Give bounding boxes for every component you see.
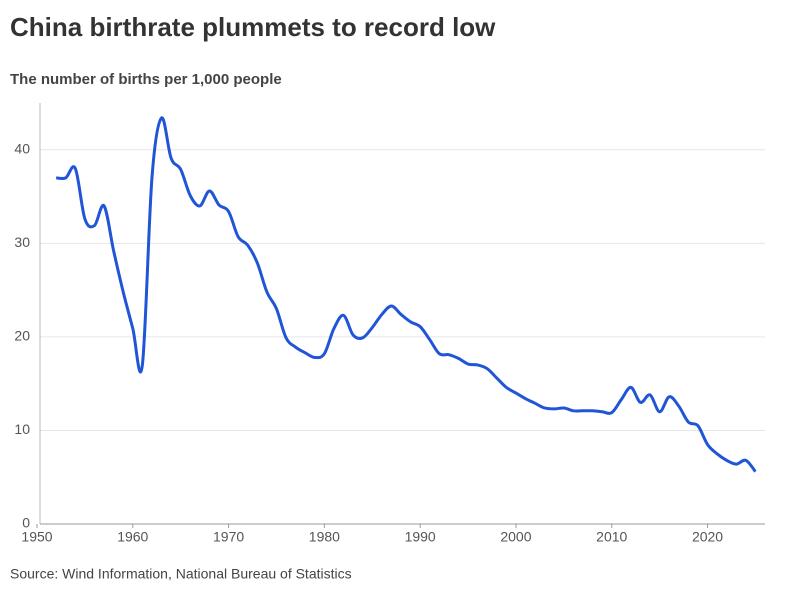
x-tick-label: 2000 <box>500 529 531 545</box>
data-line <box>56 116 757 473</box>
x-tick-label: 1950 <box>21 529 52 545</box>
y-tick-label: 0 <box>22 515 30 531</box>
x-tick-label: 1960 <box>117 529 148 545</box>
source-note: Source: Wind Information, National Burea… <box>10 566 352 582</box>
x-tick-label: 1970 <box>213 529 244 545</box>
x-tick-label: 2020 <box>692 529 723 545</box>
x-tick-label: 1980 <box>309 529 340 545</box>
chart-subtitle: The number of births per 1,000 people <box>10 71 282 88</box>
y-tick-label: 20 <box>14 328 30 344</box>
y-tick-label: 40 <box>14 140 30 156</box>
y-tick-label: 10 <box>14 421 30 437</box>
x-tick-label: 2010 <box>596 529 627 545</box>
y-tick-label: 30 <box>14 234 30 250</box>
x-tick-label: 1990 <box>405 529 436 545</box>
chart-title: China birthrate plummets to record low <box>10 12 496 42</box>
